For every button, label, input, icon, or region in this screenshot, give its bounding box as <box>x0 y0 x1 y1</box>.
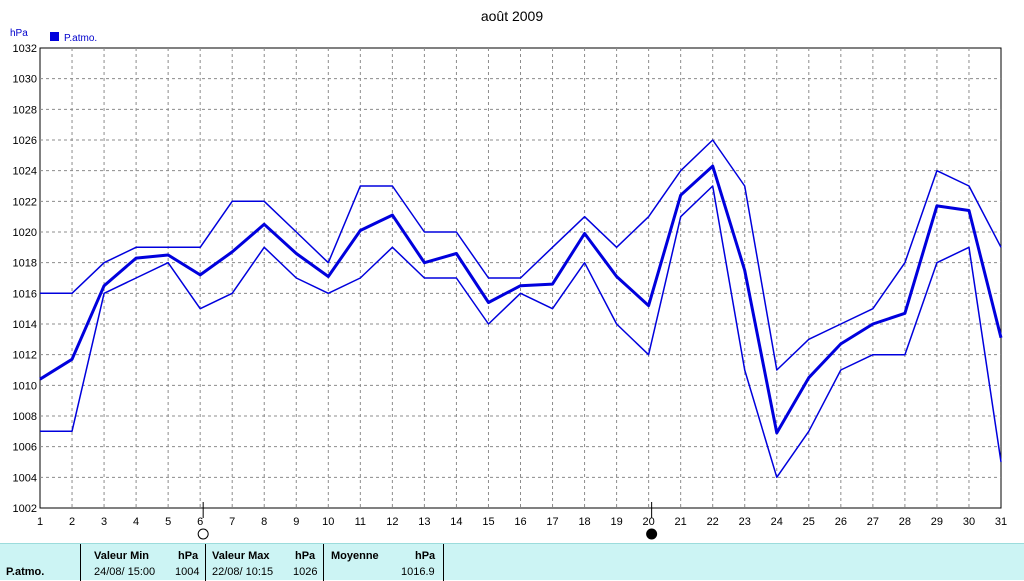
y-tick-label: 1024 <box>13 166 37 178</box>
min-header: Valeur Min <box>94 550 150 562</box>
x-tick-label: 6 <box>197 516 203 528</box>
legend-label: P.atmo. <box>64 33 97 44</box>
y-tick-label: 1012 <box>13 350 37 362</box>
stats-row-label: P.atmo. <box>6 566 45 578</box>
series-lines <box>39 139 1003 479</box>
y-tick-label: 1004 <box>13 472 37 484</box>
moon-phases <box>197 502 658 540</box>
stats-empty-cell <box>443 544 1024 581</box>
chart-title: août 2009 <box>481 8 543 24</box>
x-tick-label: 25 <box>803 516 815 528</box>
y-tick-label: 1020 <box>13 227 37 239</box>
x-tick-label: 1 <box>37 516 43 528</box>
mean-value: 1016.9 <box>401 566 435 578</box>
x-tick-label: 31 <box>995 516 1007 528</box>
x-tick-label: 16 <box>514 516 526 528</box>
y-axis-ticks: 1002 1004 1006 1008 1010 1012 1014 1016 1018 1020… <box>13 43 37 515</box>
y-tick-label: 1008 <box>13 411 37 423</box>
x-tick-label: 5 <box>165 516 171 528</box>
series-line-min <box>40 185 1002 479</box>
y-tick-label: 1026 <box>13 135 37 147</box>
x-tick-label: 27 <box>867 516 879 528</box>
max-unit: hPa <box>295 550 316 562</box>
y-tick-label: 1022 <box>13 196 37 208</box>
x-axis-ticks: 1 2 3 4 5 6 7 8 9 10 11 12 13 14 15 16 17 18 19 20 21 22 23 24 2… <box>37 516 1007 528</box>
x-tick-label: 9 <box>293 516 299 528</box>
max-value: 1026 <box>293 566 318 578</box>
x-tick-label: 17 <box>546 516 558 528</box>
y-tick-label: 1032 <box>13 43 37 55</box>
min-value: 1004 <box>175 566 200 578</box>
x-tick-label: 21 <box>675 516 687 528</box>
x-tick-label: 30 <box>963 516 975 528</box>
max-date: 22/08/ 10:15 <box>212 566 274 578</box>
x-tick-label: 26 <box>835 516 847 528</box>
mean-header: Moyenne <box>331 550 379 562</box>
y-tick-label: 1018 <box>13 258 37 270</box>
x-tick-label: 11 <box>355 516 366 528</box>
mean-unit: hPa <box>415 550 436 562</box>
x-tick-label: 20 <box>643 516 655 528</box>
x-tick-label: 8 <box>261 516 267 528</box>
y-tick-label: 1028 <box>13 104 37 116</box>
full-moon-icon <box>197 528 209 540</box>
x-tick-label: 10 <box>322 516 334 528</box>
min-unit: hPa <box>178 550 199 562</box>
x-tick-label: 19 <box>610 516 622 528</box>
series-line-mean <box>39 164 1003 435</box>
x-tick-label: 28 <box>899 516 911 528</box>
y-tick-label: 1016 <box>13 288 37 300</box>
stats-values-cell: Valeur Min hPa 24/08/ 15:00 1004 Valeur … <box>80 544 443 581</box>
y-tick-label: 1006 <box>13 442 37 454</box>
y-tick-label: 1014 <box>13 319 37 331</box>
pressure-chart: août 2009 hPa P.atmo. 100210041006100810… <box>10 8 1007 540</box>
x-tick-label: 14 <box>450 516 462 528</box>
x-tick-label: 24 <box>771 516 783 528</box>
x-tick-label: 4 <box>133 516 139 528</box>
max-header: Valeur Max <box>212 550 270 562</box>
y-tick-label: 1010 <box>13 380 37 392</box>
stats-bar: P.atmo. Valeur Min hPa 24/08/ 15:00 1004… <box>0 543 1024 581</box>
x-tick-label: 22 <box>707 516 719 528</box>
y-tick-label: 1002 <box>13 503 37 515</box>
x-tick-label: 23 <box>739 516 751 528</box>
y-axis-unit: hPa <box>10 28 28 39</box>
y-tick-label: 1030 <box>13 74 37 86</box>
legend: P.atmo. <box>50 32 97 44</box>
new-moon-icon <box>646 528 658 540</box>
x-tick-label: 2 <box>69 516 75 528</box>
x-tick-label: 7 <box>229 516 235 528</box>
series-line-max <box>40 139 1002 371</box>
min-date: 24/08/ 15:00 <box>94 566 156 578</box>
stats-row-label-cell: P.atmo. <box>0 544 80 581</box>
x-tick-label: 29 <box>931 516 943 528</box>
x-tick-label: 15 <box>482 516 494 528</box>
x-tick-label: 18 <box>578 516 590 528</box>
legend-swatch <box>50 32 59 41</box>
x-tick-label: 12 <box>386 516 398 528</box>
x-tick-label: 3 <box>101 516 107 528</box>
x-tick-label: 13 <box>418 516 430 528</box>
